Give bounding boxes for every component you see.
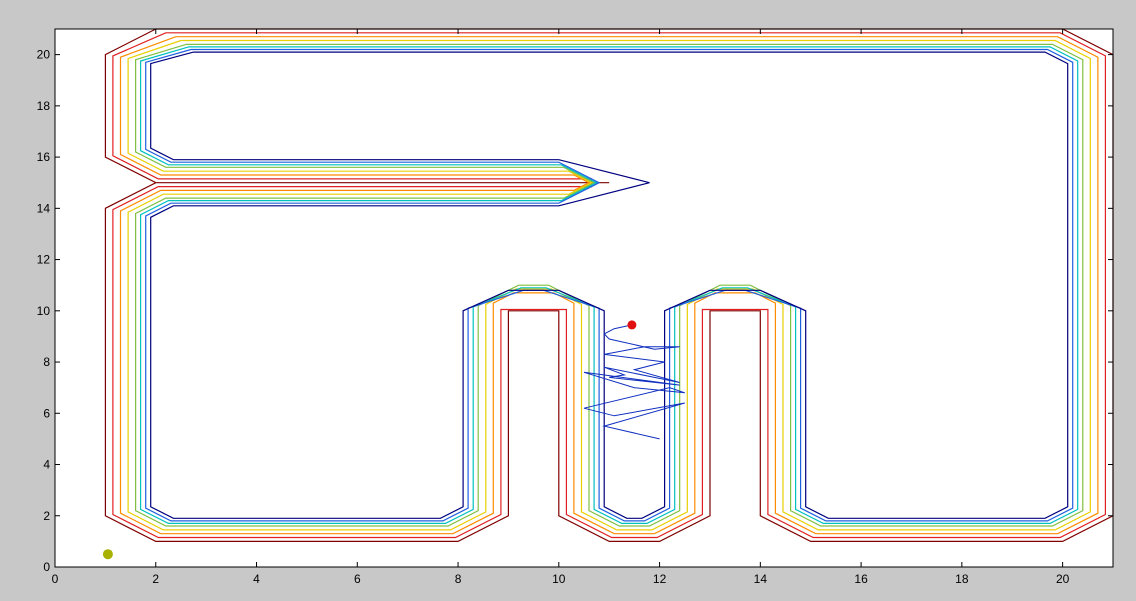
contour-lines [104,28,1114,543]
x-tick-label: 14 [754,572,768,586]
x-tick-label: 18 [955,572,969,586]
y-tick-label: 16 [37,150,51,164]
goal-marker [627,320,637,330]
markers [102,320,637,560]
x-tick-label: 4 [253,572,260,586]
axes-background [55,29,1113,567]
contour-line-2 [119,36,1099,535]
start-marker [102,549,113,560]
y-tick-label: 4 [43,458,50,472]
contour-line-3 [127,39,1091,531]
x-tick-label: 6 [354,572,361,586]
contour-line-5 [140,46,1079,525]
x-tick-label: 10 [552,572,566,586]
y-tick-label: 2 [43,509,50,523]
y-tick-label: 0 [43,560,50,574]
contour-line-6 [145,48,1074,522]
x-tick-label: 20 [1056,572,1070,586]
path-line [583,324,685,440]
x-tick-label: 2 [152,572,159,586]
x-tick-label: 0 [52,572,59,586]
y-tick-label: 20 [37,48,51,62]
y-tick-label: 6 [43,406,50,420]
y-tick-label: 8 [43,355,50,369]
y-tick-label: 14 [37,201,51,215]
axes-frame [54,28,1114,568]
contour-line-0 [104,28,1114,543]
x-tick-label: 12 [653,572,667,586]
robot-path [583,324,685,440]
y-tick-label: 18 [37,99,51,113]
x-tick-label: 8 [455,572,462,586]
contour-line-7 [150,51,1069,519]
x-tick-label: 16 [854,572,868,586]
y-tick-label: 12 [37,253,51,267]
y-tick-label: 10 [37,304,51,318]
x-axis-ticks: 0 2 4 6 8 10 12 14 16 18 20 [52,29,1070,586]
y-axis-ticks: 0 2 4 6 8 10 12 14 16 18 20 [37,48,1113,574]
